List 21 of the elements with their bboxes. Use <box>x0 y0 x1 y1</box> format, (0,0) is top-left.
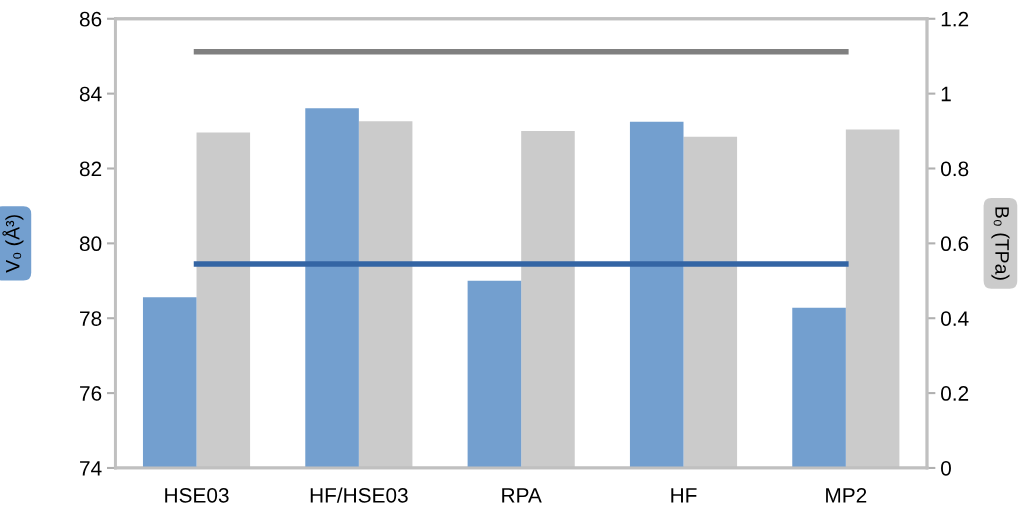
x-tick-label: HF/HSE03 <box>310 487 408 503</box>
y2-axis-title: B₀ (TPa) <box>991 207 1010 280</box>
y-tick-label: 82 <box>79 161 102 177</box>
y-tick-label: 78 <box>80 311 102 326</box>
x-tick-label: HF <box>671 488 697 503</box>
y-tick-label: 86 <box>79 11 102 27</box>
y2-tick-label: 0.6 <box>941 236 969 252</box>
x-tick-label: MP2 <box>826 487 867 503</box>
y2-tick-label: 0.8 <box>941 161 969 177</box>
x-tick-label: RPA <box>502 488 542 503</box>
y-tick-label: 80 <box>79 236 102 252</box>
y2-tick-label: 1.2 <box>941 11 969 27</box>
y-tick-label: 76 <box>80 386 102 401</box>
y2-tick-label: 0.4 <box>941 311 969 326</box>
y2-tick-label: 1 <box>941 86 951 102</box>
y-tick-label: 84 <box>79 86 102 102</box>
y-tick-label: 74 <box>80 461 102 476</box>
y2-tick-label: 0 <box>941 460 951 476</box>
x-tick-label: HSE03 <box>165 487 229 503</box>
y-axis-title: V₀ (Å³) <box>2 215 24 273</box>
y2-tick-label: 0.2 <box>941 386 969 401</box>
